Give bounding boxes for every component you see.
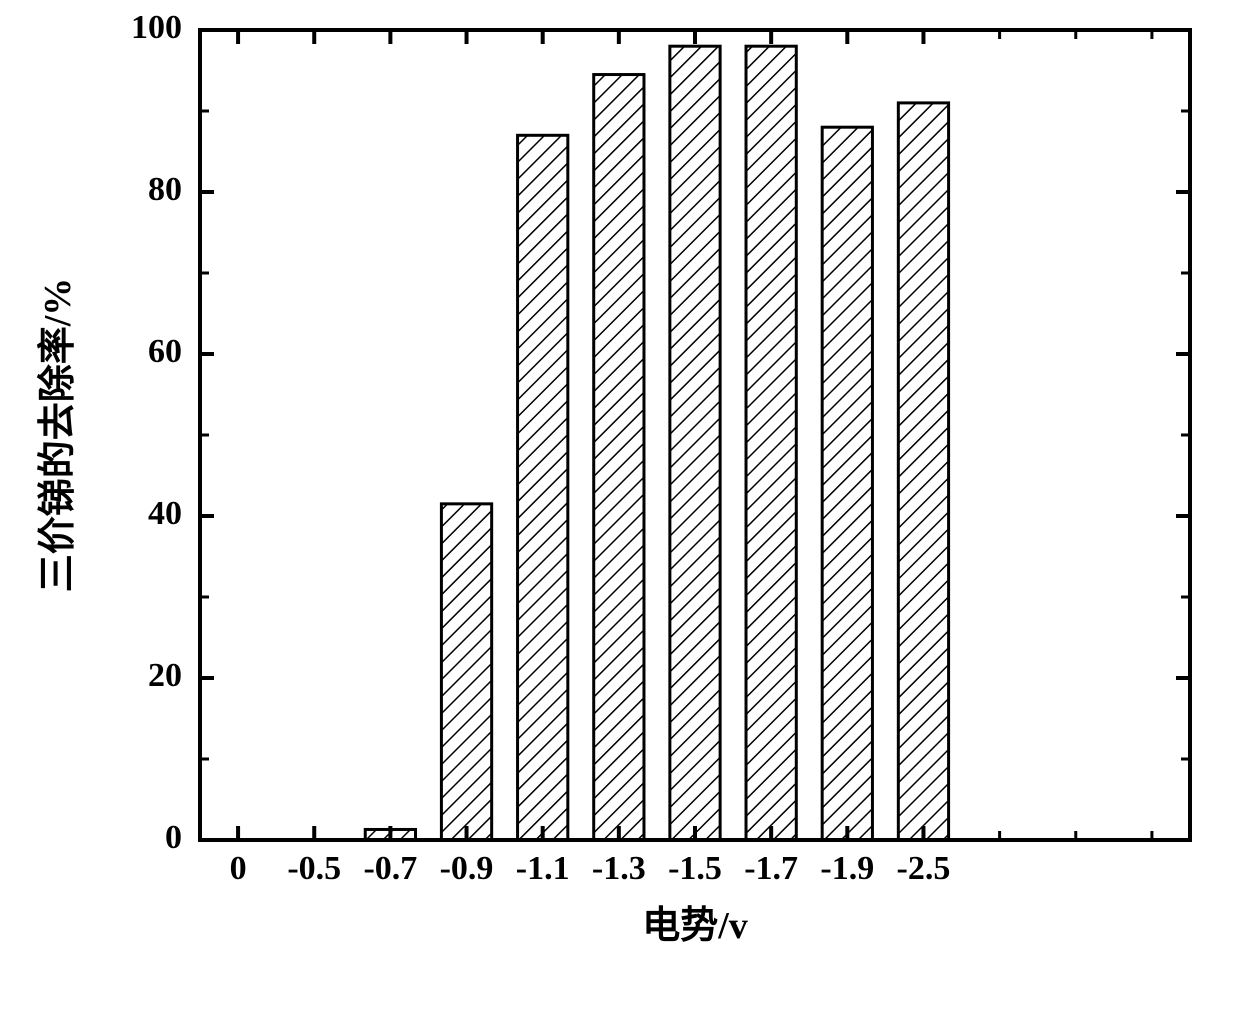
bars bbox=[365, 46, 948, 840]
x-tick-label: -0.9 bbox=[440, 850, 494, 887]
y-tick-label: 60 bbox=[148, 333, 182, 370]
x-tick-label: 0 bbox=[230, 850, 247, 887]
y-axis-label: 三价锑的去除率/% bbox=[36, 278, 79, 593]
y-tick-label: 0 bbox=[165, 819, 182, 856]
x-tick-label: -1.9 bbox=[820, 850, 874, 887]
x-tick-label: -1.5 bbox=[668, 850, 722, 887]
bar bbox=[746, 46, 796, 840]
bar bbox=[670, 46, 720, 840]
x-tick-label: -1.7 bbox=[744, 850, 798, 887]
bar bbox=[898, 103, 948, 840]
x-tick-label: -2.5 bbox=[897, 850, 951, 887]
x-axis-label: 电势/v bbox=[642, 905, 748, 947]
y-ticks: 0 20 40 60 80 100 bbox=[131, 9, 1190, 856]
bar bbox=[518, 135, 568, 840]
y-tick-label: 20 bbox=[148, 657, 182, 694]
y-tick-label: 80 bbox=[148, 171, 182, 208]
x-tick-label: -0.5 bbox=[287, 850, 341, 887]
bar bbox=[594, 75, 644, 840]
y-tick-label: 100 bbox=[131, 9, 182, 46]
bar bbox=[822, 127, 872, 840]
bar-chart: 0 20 40 60 80 100 0 -0.5 -0.7 -0.9 -1.1 -1.3 -1.5 -1.… bbox=[0, 0, 1240, 1021]
x-tick-label: -1.3 bbox=[592, 850, 646, 887]
x-tick-label: -0.7 bbox=[363, 850, 417, 887]
bar bbox=[441, 504, 491, 840]
y-tick-label: 40 bbox=[148, 495, 182, 532]
x-tick-label: -1.1 bbox=[516, 850, 570, 887]
